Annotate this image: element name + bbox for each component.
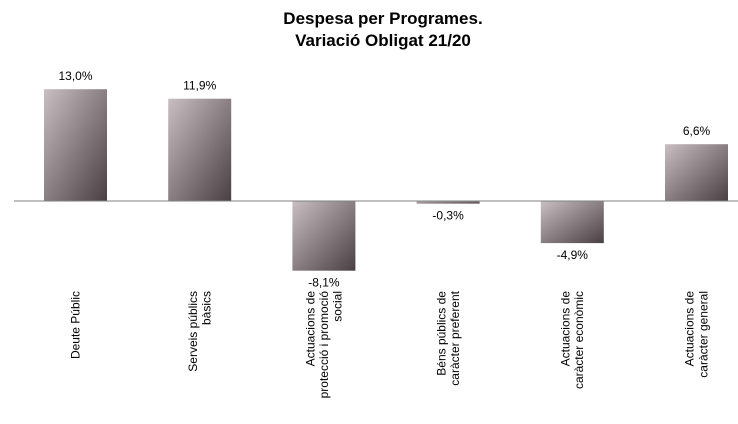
- data-label-3: -8,1%: [308, 276, 340, 290]
- category-label-6-line-2: caràcter general: [696, 291, 710, 378]
- category-label-2-line-2: bàsics: [200, 291, 214, 325]
- bar-5: [540, 201, 604, 244]
- category-label-3-line-2: protecció i promoció: [317, 291, 331, 399]
- bar-1: [44, 89, 107, 201]
- bar-3: [292, 201, 356, 271]
- data-label-2: 11,9%: [183, 79, 216, 93]
- bar-6: [665, 144, 728, 201]
- chart-title-line-1: Despesa per Programes.: [283, 9, 482, 28]
- category-label-4-line-2: caràcter preferent: [448, 290, 462, 385]
- category-label-1: Deute Públic: [69, 291, 83, 359]
- bars-group: [44, 89, 728, 271]
- category-label-6-line-1: Actuacions de: [683, 291, 697, 367]
- chart-title-line-2: Variació Obligat 21/20: [295, 31, 471, 50]
- category-label-3: Actuacions de protecció i promoció social: [303, 291, 344, 399]
- category-label-1-line-1: Deute Públic: [69, 291, 83, 359]
- category-label-2-line-1: Serveis públics: [186, 291, 200, 372]
- category-label-6: Actuacions de caràcter general: [683, 291, 711, 378]
- category-label-5-line-1: Actuacions de: [559, 291, 573, 367]
- category-label-4-line-1: Béns públics de: [434, 291, 448, 376]
- bar-4: [416, 201, 480, 204]
- category-label-3-line-3: social: [330, 291, 344, 322]
- data-label-1: 13,0%: [58, 69, 92, 83]
- category-label-2: Serveis públics bàsics: [186, 291, 214, 372]
- category-label-5: Actuacions de caràcter econòmic: [559, 291, 587, 389]
- category-label-5-line-2: caràcter econòmic: [572, 291, 586, 389]
- category-label-3-line-1: Actuacions de: [303, 291, 317, 367]
- category-labels-group: Deute Públic Serveis públics bàsics Actuaci…: [69, 290, 711, 398]
- data-labels-group: 13,0% 11,9% -8,1% -0,3% -4,9% 6,6%: [58, 69, 710, 290]
- data-label-4: -0,3%: [432, 209, 464, 223]
- category-label-4: Béns públics de caràcter preferent: [434, 290, 462, 385]
- data-label-6: 6,6%: [683, 124, 711, 138]
- bar-2: [168, 98, 232, 201]
- data-label-5: -4,9%: [557, 248, 589, 262]
